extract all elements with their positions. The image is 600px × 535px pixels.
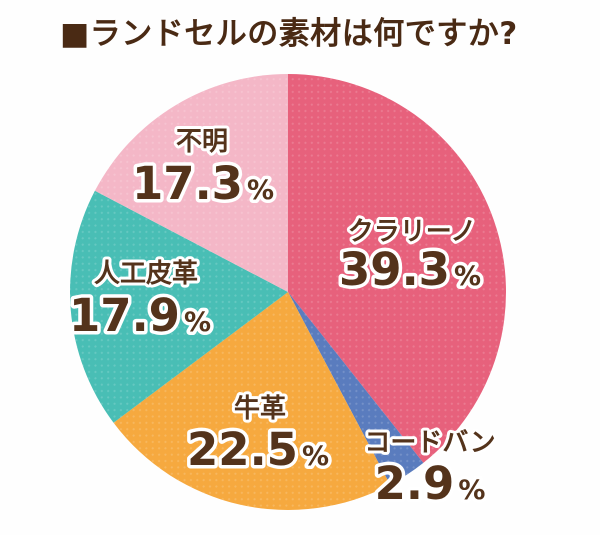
percent-sign: % <box>247 175 274 206</box>
slice-name-cordovan: コードバン <box>364 428 495 458</box>
percent-sign: % <box>302 441 329 472</box>
slice-percent-number: 22.5 <box>187 423 298 476</box>
pie-dot-texture <box>70 74 506 510</box>
slice-label-gyukaku: 牛革 22.5% <box>183 391 332 480</box>
slice-value-jinko-hikaku: 17.9% <box>69 289 211 342</box>
slice-value-gyukaku: 22.5% <box>187 423 329 476</box>
slice-name-fumei: 不明 <box>176 127 228 157</box>
percent-sign: % <box>184 307 211 338</box>
slice-name-kurarino: クラリーノ <box>348 217 476 247</box>
slice-percent-number: 2.9 <box>375 457 455 510</box>
slice-value-kurarino: 39.3% <box>339 243 481 296</box>
slice-label-cordovan: コードバン 2.9% <box>361 425 498 514</box>
slice-label-kurarino: クラリーノ 39.3% <box>335 214 484 300</box>
chart-title: ■ランドセルの素材は何ですか? <box>60 16 518 52</box>
slice-percent-number: 17.3 <box>132 157 243 210</box>
slice-percent-number: 17.9 <box>69 289 180 342</box>
slice-name-gyukaku: 牛革 <box>234 394 286 424</box>
percent-sign: % <box>458 475 485 506</box>
slice-name-jinko-hikaku: 人工皮革 <box>94 259 198 289</box>
slice-value-cordovan: 2.9% <box>375 457 486 510</box>
slice-percent-number: 39.3 <box>339 243 450 296</box>
slice-label-jinko-hikaku: 人工皮革 17.9% <box>65 256 214 346</box>
slice-label-fumei: 不明 17.3% <box>128 124 277 214</box>
percent-sign: % <box>454 261 481 292</box>
slice-value-fumei: 17.3% <box>132 157 274 210</box>
